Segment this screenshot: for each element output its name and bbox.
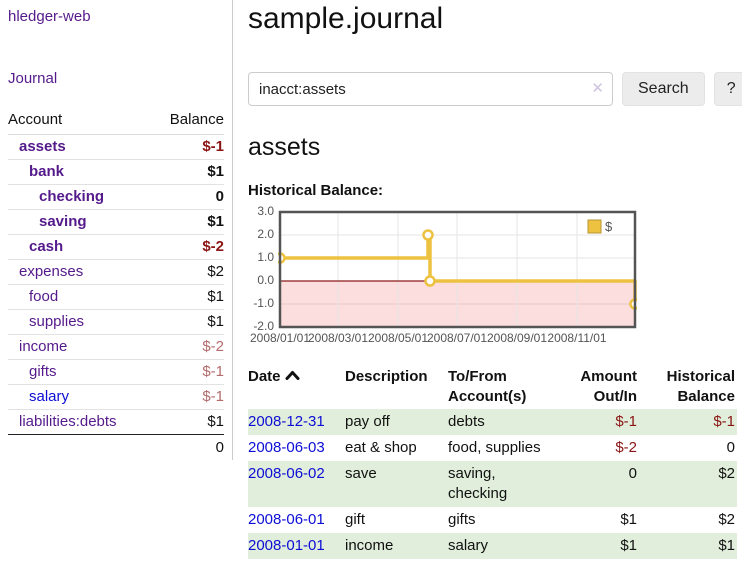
brand-link[interactable]: hledger-web [8,8,91,25]
accounts-column-header: Account [8,107,153,135]
chart-legend: $ [587,219,613,234]
chart-label: Historical Balance: [248,182,384,199]
transaction-amount: $1 [620,511,637,528]
account-link-bank[interactable]: bank [29,163,65,180]
account-link-salary[interactable]: salary [29,388,70,405]
account-balance-table: Account Balance assets $-1 bank $1 checkin… [8,107,224,460]
transaction-date-link[interactable]: 2008-06-02 [248,465,325,482]
transaction-date-link[interactable]: 2008-01-01 [248,537,325,554]
search-input[interactable] [248,72,613,106]
account-link-assets[interactable]: assets [19,138,66,155]
transaction-amount: $1 [562,533,641,559]
transaction-description: pay off [345,409,448,435]
transaction-date-link[interactable]: 2008-12-31 [248,413,325,430]
search-form: ✕ Search ? [248,72,742,106]
transaction-accounts: debts [448,409,562,435]
transaction-description: gift [345,511,366,528]
account-balance: $-1 [152,134,224,160]
account-balance: $1 [152,209,224,235]
description-column-header: Description [345,368,428,385]
accounts-total: 0 [152,434,224,460]
transaction-description: save [345,461,448,507]
register-row: 2008-06-02 save saving, checking 0 $2 [248,461,737,507]
transaction-date-link[interactable]: 2008-06-01 [248,511,325,528]
account-balance: $1 [207,413,224,430]
x-axis-tick: 2008/11/01 [547,331,607,345]
account-link-income[interactable]: income [19,338,68,355]
account-link-food[interactable]: food [29,288,59,305]
transaction-date-link[interactable]: 2008-06-03 [248,439,325,456]
search-button[interactable]: Search [622,72,705,106]
register-row: 2008-06-01 gift gifts $1 $2 [248,507,737,533]
account-page-title: assets [248,133,321,161]
sort-ascending-icon [285,371,300,380]
x-axis-tick: 2008/05/01 [367,331,429,345]
legend-label: $ [605,219,613,234]
account-link-gifts[interactable]: gifts [29,363,57,380]
account-link-liabilities-debts[interactable]: liabilities:debts [19,413,117,430]
y-axis-tick: -1.0 [253,296,274,310]
transaction-balance: $2 [641,461,737,507]
historical-balance-chart: 3.0 2.0 1.0 0.0 -1.0 -2.0 [248,204,640,348]
account-balance: $1 [152,159,224,185]
x-axis-tick: 2008/07/01 [426,331,488,345]
transaction-accounts: food, supplies [448,439,541,456]
balance-column-header: Balance [152,107,224,135]
balance-column-header: Historical Balance [666,368,735,405]
transaction-balance: $2 [718,511,735,528]
page: hledger-web Journal Account Balance asse… [0,0,742,559]
x-axis-tick: 2008/01/01 [249,331,311,345]
account-balance: $-2 [152,334,224,360]
y-axis-tick: -2.0 [253,319,274,333]
account-link-expenses[interactable]: expenses [19,263,84,280]
help-button[interactable]: ? [713,72,742,106]
register-row: 2008-12-31 pay off debts $-1 $-1 [248,409,737,435]
account-balance: $-1 [152,384,224,410]
date-column-header[interactable]: Date [248,365,345,409]
account-link-cash[interactable]: cash [29,238,64,255]
data-point [424,275,436,287]
register-row: 2008-01-01 income salary $1 $1 [248,533,737,559]
accounts-column-header: To/From Account(s) [448,368,527,405]
account-link-saving[interactable]: saving [39,213,87,230]
y-axis-tick: 0.0 [257,273,274,287]
account-balance: 0 [152,184,224,210]
transaction-balance: 0 [726,439,735,456]
account-balance: $-1 [152,359,224,385]
chart-border [278,210,637,329]
transaction-accounts: saving, checking [448,461,562,507]
x-axis: 2008/01/01 2008/03/01 2008/05/01 2008/07… [250,331,637,347]
y-axis-tick: 1.0 [257,250,274,264]
account-balance: $1 [152,284,224,310]
transaction-description: eat & shop [345,439,417,456]
sidebar-item-journal[interactable]: Journal [8,70,58,87]
account-link-supplies[interactable]: supplies [29,313,85,330]
y-axis-tick: 3.0 [257,204,274,218]
account-link-checking[interactable]: checking [39,188,105,205]
transaction-description: income [345,533,448,559]
transaction-balance: $1 [641,533,737,559]
y-axis-tick: 2.0 [257,227,274,241]
data-point [422,229,434,241]
register-table: Date Description To/From Account(s) Amou… [248,365,737,559]
account-balance: $1 [152,309,224,335]
amount-column-header: Amount Out/In [580,368,637,405]
main-content: sample.journal ✕ Search ? assets Histori… [233,0,742,559]
clear-search-icon[interactable]: ✕ [591,80,604,97]
transaction-amount: $-2 [615,439,637,456]
x-axis-tick: 2008/09/01 [486,331,548,345]
sidebar: hledger-web Journal Account Balance asse… [0,0,233,460]
transaction-accounts: gifts [448,511,476,528]
chart-plot-area: $ [278,210,637,329]
transaction-balance: $-1 [641,409,737,435]
journal-title: sample.journal [248,2,444,35]
account-balance: $2 [152,259,224,285]
transaction-accounts: salary [448,533,562,559]
transaction-amount: 0 [562,461,641,507]
x-axis-tick: 2008/03/01 [307,331,369,345]
account-balance: $-2 [152,234,224,260]
register-row: 2008-06-03 eat & shop food, supplies $-2… [248,435,737,461]
transaction-amount: $-1 [562,409,641,435]
